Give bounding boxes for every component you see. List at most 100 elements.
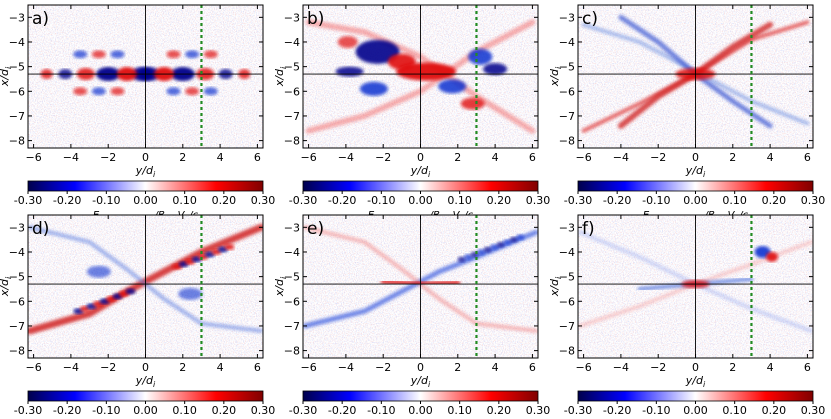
y-tick-label: −6 [9,85,25,98]
x-tick-label: 2 [179,361,186,374]
x-tick-label: 6 [529,361,536,374]
panel-6: f) −6 −4 −2 0 2 4 6 −3 −4 −5 −6 −7 −8 y/di x/di -0.30 -0.… [548,214,825,417]
y-tick-label: −4 [559,36,575,49]
field-blob [91,50,106,59]
colorbar [302,180,539,192]
colorbar-tick-label: 0.20 [762,404,787,417]
y-axis-label-sub: i [554,276,563,279]
colorbar-tick-label: 0.20 [762,194,787,207]
y-tick-label: −8 [559,135,575,148]
y-tick-label: −6 [9,295,25,308]
x-tick-label: 2 [454,151,461,164]
field-blob [468,48,493,65]
colorbar-tick-label: 0.00 [133,404,158,417]
colorbar-tick-label: 0.30 [801,194,826,207]
y-axis-label-sub: i [4,276,13,279]
panel-2: b) −6 −4 −2 0 2 4 6 −3 −4 −5 −6 −7 −8 y/di x/di -0.30 -0.… [273,4,550,223]
y-tick-label: −7 [559,320,575,333]
colorbar-tick-label: 0.00 [133,194,158,207]
colorbar-tick-label: 0.20 [212,194,237,207]
y-tick-label: −3 [9,11,25,24]
colorbar-tick-label: 0.10 [172,194,197,207]
field-blob [477,248,486,255]
x-axis-label-sub: i [153,380,156,389]
x-axis-label-sub: i [703,170,706,179]
y-tick-label: −5 [9,271,25,284]
colorbar-tick-label: -0.10 [92,194,120,207]
field-blob [464,253,473,260]
field-blob [73,87,88,96]
x-tick-label: 6 [254,151,261,164]
x-tick-label: −4 [613,361,629,374]
panel-label: c) [582,9,598,29]
x-tick-label: −4 [63,151,79,164]
y-axis-label: x/di [273,66,288,87]
field-blob [185,87,200,96]
y-tick-label: −4 [284,246,300,259]
y-tick-label: −6 [284,85,300,98]
panel-3: c) −6 −4 −2 0 2 4 6 −3 −4 −5 −6 −7 −8 y/di x/di -0.30 -0.… [548,4,826,223]
y-tick-label: −5 [559,61,575,74]
x-tick-label: −2 [375,151,391,164]
colorbar-tick-label: -0.30 [289,404,317,417]
field-blob [457,256,466,263]
x-tick-label: 2 [729,361,736,374]
colorbar-tick-label: -0.10 [92,404,120,417]
colorbar-tick-label: 0.20 [487,194,512,207]
x-tick-label: 0 [142,151,149,164]
colorbar-tick-label: 0.00 [408,404,433,417]
field-blob [438,79,467,94]
colorbar-tick-label: 0.10 [447,194,472,207]
y-axis-label: x/di [548,66,563,87]
y-tick-label: −3 [559,221,575,234]
field-blob [166,87,181,96]
colorbar-tick-label: -0.30 [14,194,42,207]
y-tick-label: −5 [284,271,300,284]
x-tick-label: 4 [217,151,224,164]
colorbar-tick-label: -0.10 [642,194,670,207]
field-blob [185,50,200,59]
panel-label: d) [32,219,49,239]
y-tick-label: −5 [9,61,25,74]
y-tick-label: −4 [284,36,300,49]
x-axis-label-sub: i [153,170,156,179]
panel-label: a) [32,9,49,29]
panel-5: e) −6 −4 −2 0 2 4 6 −3 −4 −5 −6 −7 −8 y/di x/di -0.30 -0.… [273,214,550,417]
field-blob [483,63,508,76]
colorbar-tick-label: -0.20 [53,404,81,417]
colorbar-tick-label: -0.30 [289,194,317,207]
y-tick-label: −3 [284,11,300,24]
y-axis-label-sub: i [279,66,288,69]
y-axis-label: x/di [548,276,563,297]
y-tick-label: −6 [284,295,300,308]
y-tick-label: −7 [284,110,300,123]
colorbar-tick-label: -0.10 [642,404,670,417]
y-tick-label: −3 [284,221,300,234]
panel-label: b) [307,9,324,29]
y-tick-label: −6 [559,295,575,308]
x-tick-label: 4 [492,361,499,374]
x-tick-label: −6 [300,151,316,164]
colorbar [27,180,264,192]
field-blob [91,87,106,96]
x-tick-label: 4 [217,361,224,374]
field-blob [337,35,358,48]
colorbar-tick-label: -0.30 [564,404,592,417]
panel-4: d) −6 −4 −2 0 2 4 6 −3 −4 −5 −6 −7 −8 y/di x/di -0.30 -0.… [0,214,275,417]
y-axis-label-sub: i [4,66,13,69]
y-axis-label: x/di [273,276,288,297]
x-axis-label: y/di [410,164,431,179]
colorbar-tick-label: 0.30 [251,194,276,207]
y-axis-label-sub: i [279,276,288,279]
field-blob [516,234,525,241]
y-tick-label: −7 [9,110,25,123]
colorbar [577,180,814,192]
x-tick-label: −2 [650,361,666,374]
x-tick-label: 0 [417,151,424,164]
x-tick-label: 0 [417,361,424,374]
colorbar-tick-label: -0.20 [53,194,81,207]
y-axis-label: x/di [0,66,13,87]
x-tick-label: −6 [25,151,41,164]
field-blob [460,97,485,110]
